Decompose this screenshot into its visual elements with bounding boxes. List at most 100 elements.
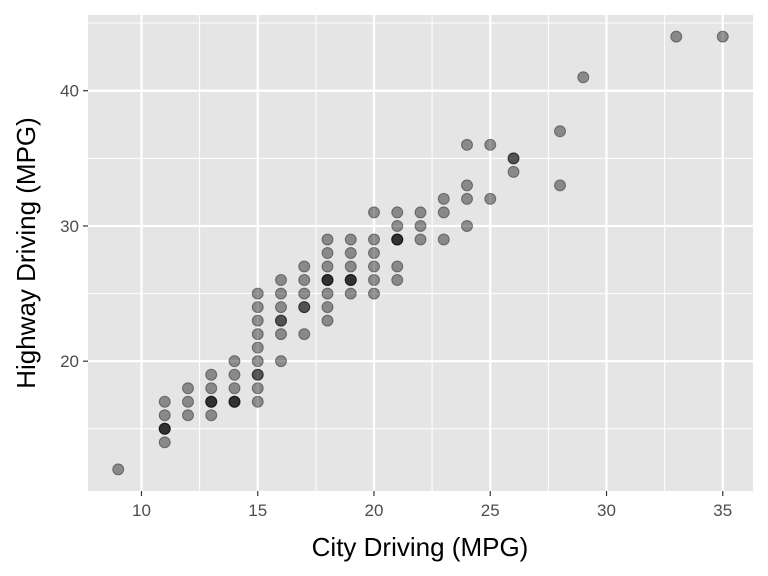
data-point [367,274,380,287]
data-point [507,165,520,178]
data-point [670,30,683,43]
data-point [391,206,404,219]
data-point [158,422,171,435]
x-tick-label: 25 [481,501,500,520]
data-point [437,192,450,205]
data-point [437,233,450,246]
data-point [251,368,264,381]
data-point [414,219,427,232]
data-point [367,206,380,219]
data-point [228,395,241,408]
data-point [228,355,241,368]
data-point [205,395,218,408]
data-point [461,138,474,151]
data-point [158,422,171,435]
data-point [158,422,171,435]
data-point [461,179,474,192]
data-point [344,233,357,246]
data-point [251,355,264,368]
x-tick-label: 35 [713,501,732,520]
data-point [228,395,241,408]
data-point [274,355,287,368]
data-point [321,301,334,314]
data-point [298,301,311,314]
data-point [414,233,427,246]
data-point [158,436,171,449]
y-tick-label: 30 [60,217,79,236]
data-point [367,233,380,246]
data-point [205,395,218,408]
data-point [228,382,241,395]
data-point [321,247,334,259]
data-point [461,219,474,232]
major-gridlines [88,15,753,491]
data-point [391,233,404,246]
data-point [298,260,311,273]
x-tick-label: 15 [248,501,267,520]
data-point [274,328,287,341]
data-point [554,179,567,192]
data-point [507,152,520,165]
y-axis-title: Highway Driving (MPG) [11,117,41,389]
data-point [251,341,264,354]
data-point [367,247,380,259]
data-point [181,409,194,422]
data-point [414,206,427,219]
data-point [321,233,334,246]
x-tick-label: 10 [132,501,151,520]
data-point [298,287,311,300]
data-point [321,287,334,300]
data-point [391,274,404,287]
plot-panel [88,15,753,491]
data-point [437,206,450,219]
data-point [251,368,264,381]
data-point [344,274,357,287]
data-point [251,328,264,341]
data-point [321,274,334,287]
data-points [112,30,729,476]
data-point [577,71,590,84]
data-point [228,368,241,381]
data-point [344,287,357,300]
data-point [181,382,194,395]
data-point [274,314,287,327]
data-point [321,314,334,327]
data-point [344,260,357,273]
data-point [251,287,264,300]
data-point [554,125,567,138]
data-point [344,274,357,287]
data-point [228,395,241,408]
data-point [158,395,171,408]
data-point [251,314,264,327]
y-tick-label: 40 [60,82,79,101]
data-point [298,328,311,341]
data-point [205,368,218,381]
data-point [205,395,218,408]
data-point [367,260,380,273]
data-point [344,247,357,259]
data-point [716,30,729,43]
data-point [344,274,357,287]
data-point [321,260,334,273]
data-point [205,409,218,422]
data-point [251,395,264,408]
data-point [298,301,311,314]
data-point [274,301,287,314]
y-axis: 20 30 40 [60,82,88,371]
data-point [391,260,404,273]
data-point [461,192,474,205]
data-point [298,274,311,287]
data-point [321,274,334,287]
data-point [367,287,380,300]
x-axis: 10 15 20 25 30 35 [132,491,732,520]
data-point [391,219,404,232]
data-point [321,274,334,287]
data-point [205,382,218,395]
data-point [181,395,194,408]
minor-gridlines [88,15,753,491]
data-point [391,233,404,246]
x-tick-label: 20 [365,501,384,520]
y-tick-label: 20 [60,352,79,371]
